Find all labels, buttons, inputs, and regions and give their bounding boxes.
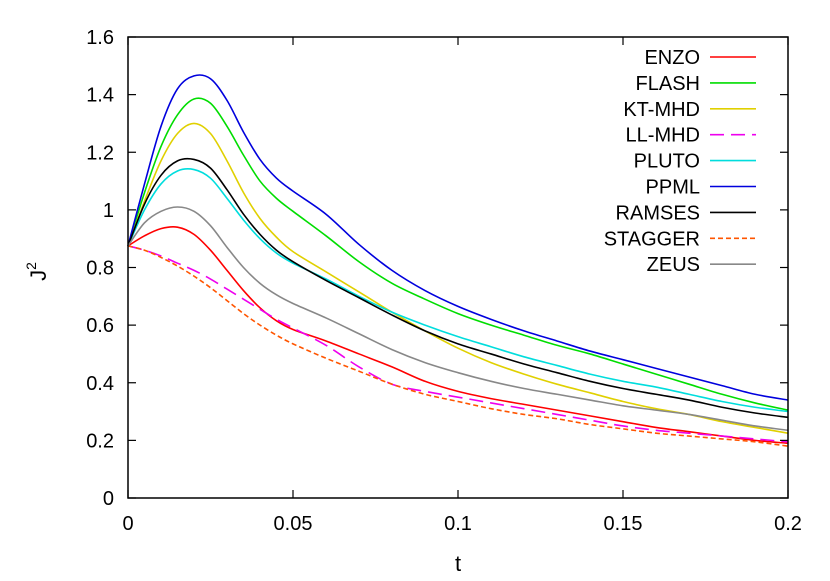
x-axis-label: t [455,551,461,576]
legend-label-ppml: PPML [646,177,700,199]
y-tick-label: 1.4 [86,85,114,107]
legend-label-kt-mhd: KT-MHD [623,99,700,121]
series-line-ppml [127,74,789,401]
y-axis-label-superscript: 2 [23,262,39,270]
series-line-enzo [127,225,789,445]
y-tick-label: 0.8 [86,258,114,280]
series-line-kt-mhd [127,122,789,434]
y-tick-label: 0.2 [86,430,114,452]
x-tick-label: 0.2 [774,513,802,535]
y-tick-label: 1.6 [86,27,114,49]
y-tick-label: 0.6 [86,315,114,337]
y-tick-label: 1.2 [86,142,114,164]
legend-label-zeus: ZEUS [647,254,700,276]
x-tick-label: 0.15 [604,513,643,535]
x-tick-label: 0.05 [274,513,313,535]
legend-label-stagger: STAGGER [604,228,700,250]
legend-label-enzo: ENZO [644,47,700,69]
y-axis-label-main: J [26,270,51,281]
series-line-flash [127,97,789,411]
series-line-zeus [127,206,789,432]
series-line-ramses [127,157,789,419]
ticks-layer: 0 0.05 0.1 0.15 0.2 0 0.2 0.4 0.6 0.8 1 1.2 1.4 1.6 [86,27,802,535]
legend-label-pluto: PLUTO [634,151,700,173]
y-axis-label: J2 [23,262,51,281]
legend-label-flash: FLASH [636,73,700,95]
y-tick-label: 0.4 [86,373,114,395]
series-line-ll-mhd [127,245,789,443]
legend-label-ll-mhd: LL-MHD [626,125,700,147]
x-tick-label: 0 [122,513,133,535]
legend: ENZO FLASH KT-MHD LL-MHD PLUTO PPML RAMSES STAG… [604,47,756,276]
series-line-pluto [127,168,789,413]
legend-label-ramses: RAMSES [616,202,700,224]
series-line-stagger [127,245,789,447]
y-tick-label: 0 [103,488,114,510]
x-tick-label: 0.1 [444,513,472,535]
y-tick-label: 1 [103,200,114,222]
series-layer [127,74,789,447]
